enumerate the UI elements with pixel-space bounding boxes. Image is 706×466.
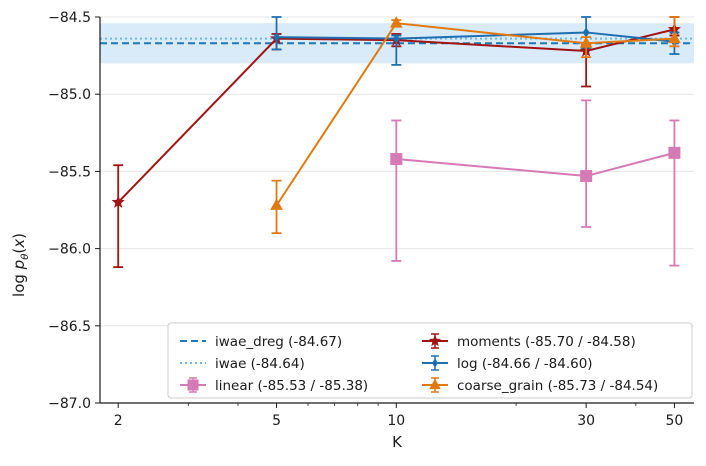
legend-marker-coarse_grain [429,378,441,390]
axes-layer [99,17,694,404]
legend-marker-moments [428,334,442,347]
x-axis-label: K [392,433,403,451]
legend-item-log: log (-84.66 / -84.60) [422,355,593,372]
y-tick-label: −85.5 [48,164,91,180]
legend-label-moments: moments (-85.70 / -84.58) [457,334,636,350]
legend-item-linear: linear (-85.53 / -85.38) [180,377,368,394]
log-point [392,33,400,44]
linear-point [390,153,403,166]
legend-marker-log [431,358,439,368]
y-axis-label: log pθ(x) [10,233,31,297]
legend-item-moments: moments (-85.70 / -84.58) [422,333,636,350]
y-tick-label: −85.0 [48,87,91,103]
moments-point [111,195,125,208]
legend-item-coarse_grain: coarse_grain (-85.73 / -84.54) [422,377,658,394]
x-tick-label: 50 [666,413,684,429]
series-layer [111,16,681,269]
y-tick-label: −86.0 [48,242,91,258]
coarse_grain-line [275,22,675,206]
legend-frame [167,322,693,399]
legend-label-iwae_dreg: iwae_dreg (-84.67) [215,334,342,350]
legend-label-linear: linear (-85.53 / -85.38) [215,378,368,394]
legend-label-log: log (-84.66 / -84.60) [457,356,593,372]
linear-point [668,146,681,159]
x-tick-label: 5 [272,413,281,429]
legend-label-iwae: iwae (-84.64) [215,356,305,372]
coarse_grain-point [270,198,283,210]
coarse_grain-point [668,31,681,44]
y-tick-label: −87.0 [48,396,91,412]
linear-series [390,99,681,267]
x-tick-label: 30 [577,413,595,429]
x-tick-label: 2 [114,413,123,429]
linear-point [580,170,593,183]
legend-item-iwae: iwae (-84.64) [180,356,305,372]
log-point [582,27,590,38]
legend: iwae_dreg (-84.67) iwae (-84.64) linear (-… [167,322,693,399]
coarse_grain-point [579,36,593,48]
legend-item-iwae_dreg: iwae_dreg (-84.67) [180,334,342,350]
y-tick-label: −86.5 [48,319,91,335]
ticks-layer: 2 5 10 30 50 −84.5 −85.0 −85.5 −86.0 −86.5 −87.0 [48,10,683,429]
linear-line [396,151,675,178]
legend-label-coarse_grain: coarse_grain (-85.73 / -84.54) [457,378,658,394]
log-point [273,32,281,43]
coarse_grain-series [270,16,681,235]
legend-marker-linear [187,379,199,391]
coarse_grain-point [390,16,403,28]
x-tick-label: 10 [387,413,405,429]
log-line [276,31,675,43]
y-tick-label: −84.5 [48,10,91,26]
